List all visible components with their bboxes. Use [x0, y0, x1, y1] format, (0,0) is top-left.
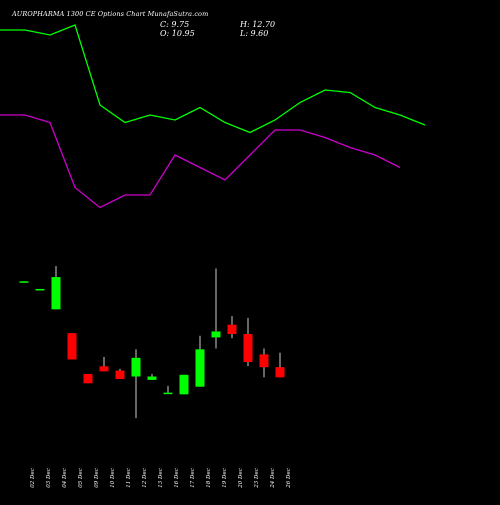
- candle-down: [99, 366, 109, 372]
- x-tick-label: 04 Dec: [62, 468, 68, 488]
- indicator-line-2: [0, 114, 401, 209]
- chart-title: AUROPHARMA 1300 CE Options Chart MunafaS…: [12, 10, 209, 18]
- candle-up: [211, 331, 221, 338]
- indicator-line-1: [0, 24, 426, 134]
- high-value: H: 12.70: [240, 20, 276, 29]
- x-tick-label: 11 Dec: [126, 468, 132, 488]
- x-tick-label: 24 Dec: [270, 468, 276, 489]
- x-tick-label: 13 Dec: [158, 468, 164, 488]
- candle-down: [115, 370, 125, 380]
- x-tick-label: 12 Dec: [142, 468, 148, 488]
- x-tick-label: 17 Dec: [190, 468, 196, 488]
- candle-up: [131, 357, 141, 377]
- x-tick-label: 16 Dec: [174, 468, 180, 488]
- candle-up: [19, 281, 29, 283]
- x-tick-label: 18 Dec: [206, 468, 212, 488]
- candle-up: [179, 374, 189, 395]
- x-tick-label: 05 Dec: [78, 468, 84, 488]
- candle-down: [83, 373, 93, 384]
- x-tick-label: 10 Dec: [110, 468, 116, 488]
- candle-down: [259, 354, 269, 368]
- x-tick-label: 26 Dec: [286, 468, 292, 489]
- candle-up: [51, 277, 61, 310]
- candle-down: [67, 333, 77, 360]
- x-tick-label: 23 Dec: [254, 468, 260, 489]
- candle-down: [227, 324, 237, 334]
- candle-down: [243, 334, 253, 363]
- close-value: C: 9.75: [160, 20, 190, 29]
- x-tick-label: 19 Dec: [222, 468, 228, 488]
- x-tick-label: 09 Dec: [94, 468, 100, 488]
- candle-up: [35, 288, 45, 291]
- x-tick-label: 02 Dec: [30, 468, 36, 488]
- candle-down: [275, 367, 285, 378]
- candle-up: [147, 376, 157, 380]
- low-value: L: 9.60: [240, 29, 269, 38]
- open-value: O: 10.95: [160, 29, 195, 38]
- candle-up: [195, 349, 205, 387]
- x-tick-label: 20 Dec: [238, 468, 244, 489]
- candle-up: [163, 392, 173, 395]
- x-tick-label: 03 Dec: [46, 468, 52, 488]
